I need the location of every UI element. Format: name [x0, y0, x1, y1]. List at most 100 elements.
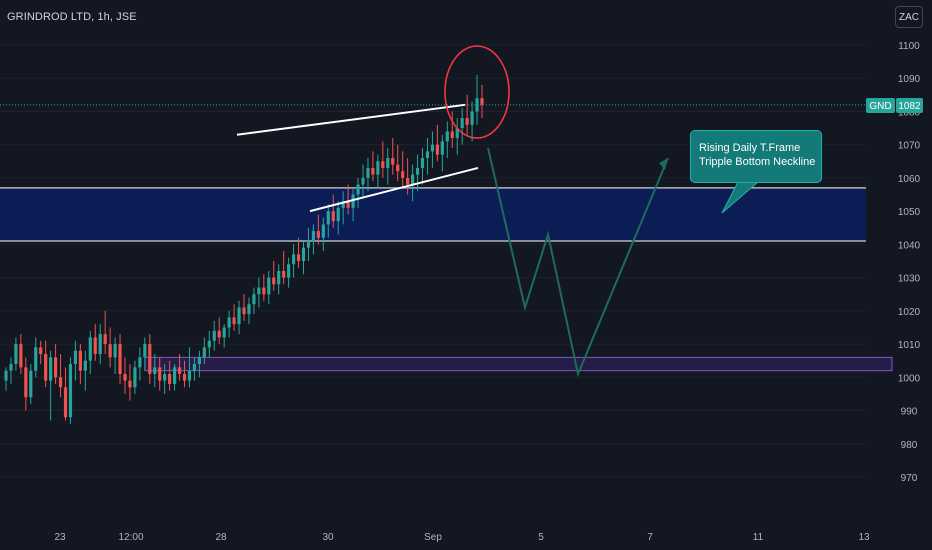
candle-body: [475, 98, 479, 112]
candle-body: [177, 367, 182, 374]
candle-body: [361, 177, 365, 185]
candle-body: [371, 167, 375, 175]
annotation-line-1: Rising Daily T.Frame: [699, 142, 801, 154]
candle-body: [212, 330, 216, 341]
ticker-label: GND: [869, 101, 891, 112]
candle-body: [163, 373, 167, 381]
candle-body: [168, 373, 172, 384]
time-tick-label: 13: [858, 532, 870, 543]
candle-body: [435, 144, 439, 155]
candle-body: [237, 307, 241, 325]
time-tick-label: 30: [322, 532, 334, 543]
time-axis: 23 12:00 28 30 Sep 5 7 11 13: [54, 532, 870, 543]
candle-body: [430, 144, 435, 152]
support-zones: [0, 187, 893, 372]
candle-body: [406, 177, 410, 185]
candle-body: [14, 344, 18, 365]
projection-arrowhead: [659, 157, 668, 170]
last-price-tag: [896, 98, 923, 113]
time-tick-label: 12:00: [118, 532, 143, 543]
last-price-label: 1082: [898, 101, 921, 112]
symbol-title[interactable]: GRINDROD LTD, 1h, JSE: [7, 11, 137, 23]
candle-body: [366, 167, 370, 178]
candle-body: [103, 334, 107, 345]
price-tick-label: 1030: [898, 274, 921, 285]
candle-body: [282, 270, 286, 278]
candle-body: [207, 340, 211, 348]
candle-body: [128, 380, 132, 388]
currency-button[interactable]: ZAC: [895, 6, 923, 28]
candle-body: [24, 367, 28, 398]
candle-body: [88, 337, 92, 361]
candle-body: [257, 287, 261, 295]
price-tick-label: 1020: [898, 307, 921, 318]
projection-path: [487, 147, 669, 378]
candle-body: [470, 111, 474, 125]
candle-body: [326, 211, 330, 225]
candle-body: [39, 347, 43, 355]
candle-body: [158, 367, 162, 381]
candle-body: [44, 354, 48, 381]
candle-body: [222, 327, 226, 338]
candle-body: [192, 364, 197, 371]
candle-body: [356, 184, 360, 195]
candle-body: [341, 201, 345, 208]
candle-body: [153, 367, 157, 374]
candle-body: [68, 364, 73, 418]
price-tick-label: 1050: [898, 207, 921, 218]
candle-body: [34, 347, 38, 371]
price-tick-label: 970: [901, 473, 918, 484]
candle-body: [83, 360, 87, 371]
candle-body: [415, 167, 420, 175]
candle-body: [227, 317, 231, 328]
annotation-callout[interactable]: Rising Daily T.Frame Tripple Bottom Neck…: [690, 130, 822, 183]
candle-body: [217, 330, 221, 338]
candle-body: [118, 344, 122, 374]
candle-body: [316, 231, 320, 238]
candle-body: [336, 207, 340, 222]
candle-body: [98, 334, 102, 355]
candle-body: [78, 350, 82, 371]
time-tick-label: 5: [538, 532, 544, 543]
candle-body: [396, 164, 400, 172]
price-tag[interactable]: GND 1082: [866, 98, 923, 113]
candle-body: [143, 344, 147, 358]
candle-body: [73, 350, 78, 365]
candle-body: [49, 357, 53, 381]
ticker-tag: [866, 98, 895, 113]
price-tick-label: 1040: [898, 240, 921, 251]
time-tick-label: 7: [647, 532, 653, 543]
price-tick-label: 1070: [898, 141, 921, 152]
candle-body: [455, 128, 459, 139]
candles: [4, 74, 484, 424]
candle-body: [197, 357, 201, 365]
candle-body: [133, 367, 137, 388]
candle-body: [262, 287, 266, 295]
time-tick-label: Sep: [424, 532, 442, 543]
candle-body: [108, 344, 112, 358]
candle-body: [460, 118, 464, 129]
candle-body: [148, 344, 152, 374]
candle-body: [93, 337, 97, 355]
price-tick-label: 980: [901, 440, 918, 451]
grid-lines: [0, 44, 866, 478]
candle-body: [386, 157, 390, 168]
price-tick-label: 1090: [898, 74, 921, 85]
candle-body: [465, 118, 469, 125]
candle-body: [187, 370, 192, 381]
candle-body: [247, 304, 251, 315]
price-tick-label: 1060: [898, 174, 921, 185]
candle-body: [138, 357, 142, 368]
highlight-circle: [444, 45, 510, 139]
candle-body: [182, 373, 187, 381]
candle-body: [202, 347, 206, 358]
candle-body: [480, 98, 484, 105]
candle-body: [306, 241, 311, 248]
candle-body: [113, 344, 117, 358]
price-tick-label: 990: [901, 407, 918, 418]
candle-body: [9, 364, 13, 371]
candle-body: [123, 373, 127, 381]
candle-body: [391, 157, 395, 165]
